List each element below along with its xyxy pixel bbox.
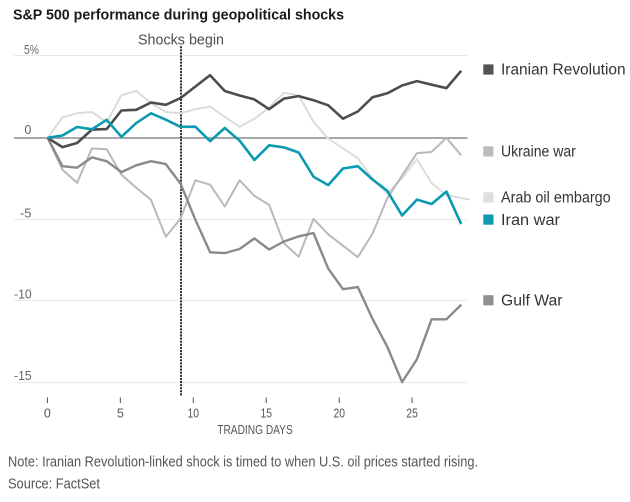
svg-text:0: 0 bbox=[44, 407, 51, 421]
svg-text:TRADING DAYS: TRADING DAYS bbox=[217, 423, 293, 437]
svg-text:10: 10 bbox=[188, 407, 200, 421]
svg-text:5: 5 bbox=[117, 407, 124, 421]
svg-text:20: 20 bbox=[333, 407, 345, 421]
svg-text:0: 0 bbox=[24, 123, 31, 137]
svg-text:Source: FactSet: Source: FactSet bbox=[8, 476, 100, 492]
svg-text:Gulf War: Gulf War bbox=[501, 293, 563, 310]
svg-text:S&P 500 performance during geo: S&P 500 performance during geopolitical … bbox=[13, 7, 344, 24]
svg-text:Iran war: Iran war bbox=[501, 212, 560, 229]
svg-text:5%: 5% bbox=[24, 43, 39, 57]
svg-text:-5: -5 bbox=[20, 207, 32, 221]
svg-text:-10: -10 bbox=[14, 288, 32, 302]
svg-text:25: 25 bbox=[406, 407, 418, 421]
svg-text:Iranian Revolution: Iranian Revolution bbox=[501, 62, 626, 79]
svg-text:Arab oil embargo: Arab oil embargo bbox=[501, 190, 611, 207]
svg-text:15: 15 bbox=[260, 407, 272, 421]
svg-text:Ukraine war: Ukraine war bbox=[501, 144, 576, 161]
svg-text:-15: -15 bbox=[14, 369, 32, 383]
svg-text:Note: Iranian Revolution-linke: Note: Iranian Revolution-linked shock is… bbox=[8, 454, 478, 470]
svg-text:Shocks begin: Shocks begin bbox=[138, 33, 224, 49]
